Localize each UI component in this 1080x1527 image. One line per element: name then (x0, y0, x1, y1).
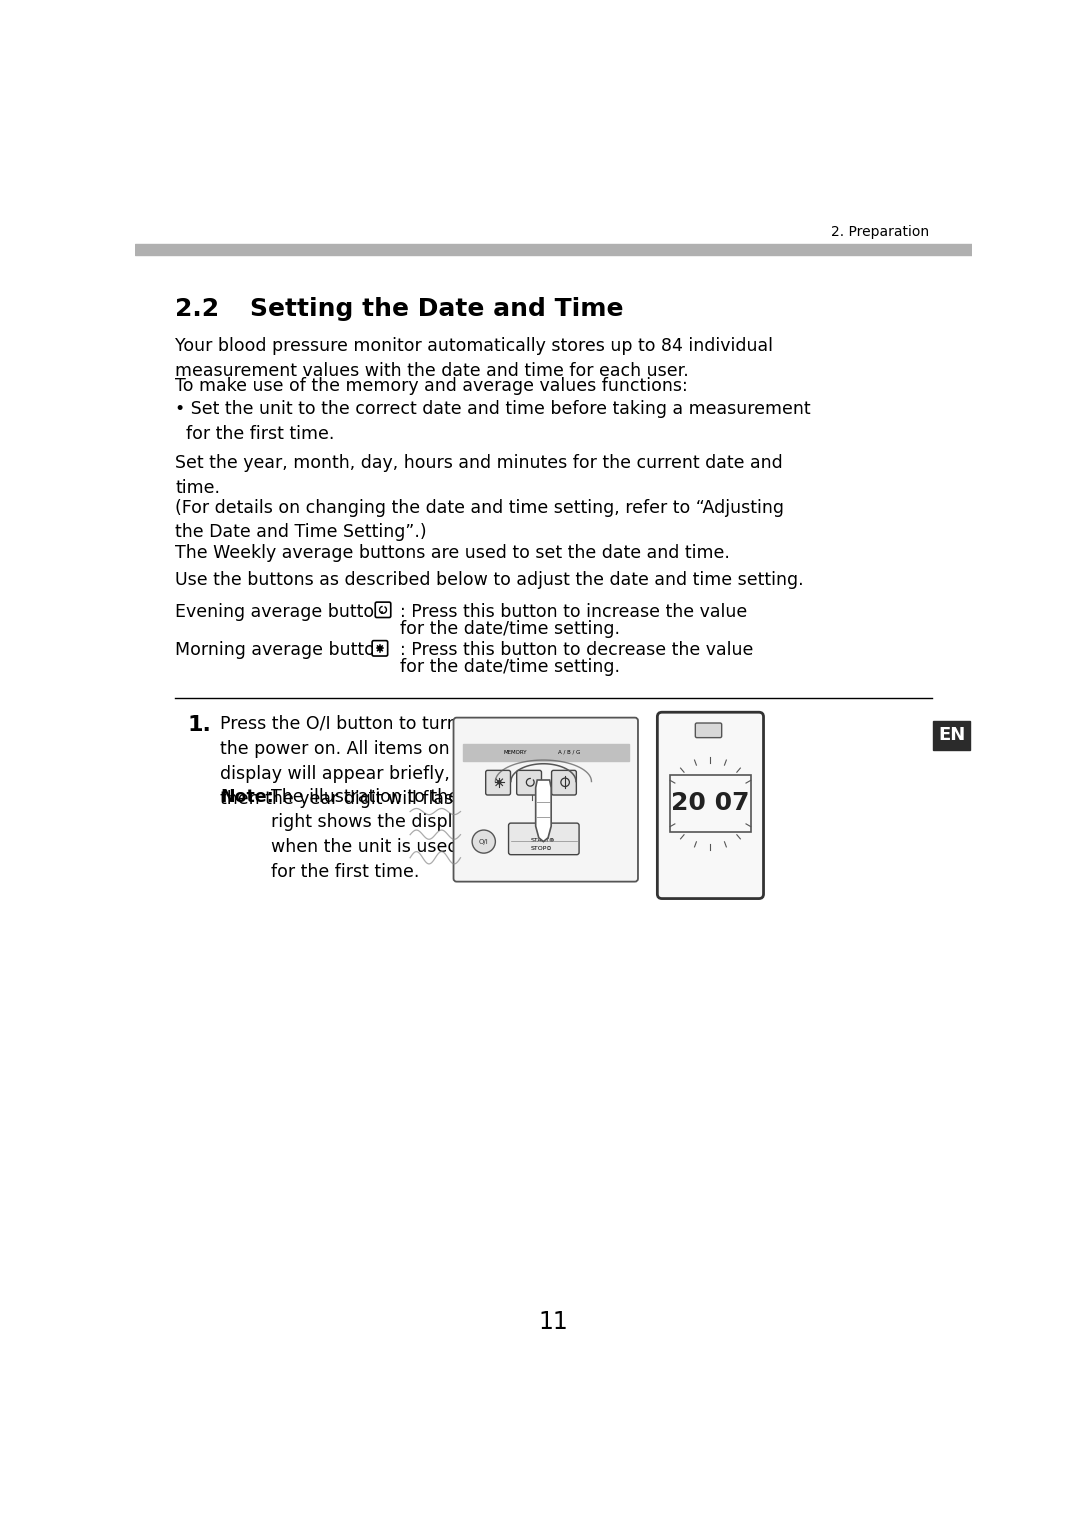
Text: Evening average button: Evening average button (175, 603, 386, 621)
Text: Setting the Date and Time: Setting the Date and Time (249, 298, 623, 321)
Text: for the date/time setting.: for the date/time setting. (400, 620, 620, 638)
Text: 20 07: 20 07 (671, 791, 750, 815)
Text: • Set the unit to the correct date and time before taking a measurement
  for th: • Set the unit to the correct date and t… (175, 400, 811, 443)
FancyBboxPatch shape (375, 602, 391, 617)
Text: MEMORY: MEMORY (503, 750, 527, 754)
FancyBboxPatch shape (516, 770, 541, 796)
Text: To make use of the memory and average values functions:: To make use of the memory and average va… (175, 377, 688, 395)
FancyBboxPatch shape (696, 722, 721, 738)
Text: Note:: Note: (220, 788, 274, 806)
Text: 2.2: 2.2 (175, 298, 219, 321)
Text: START⊗: START⊗ (530, 838, 555, 843)
Text: : Press this button to increase the value: : Press this button to increase the valu… (400, 603, 747, 621)
FancyBboxPatch shape (486, 770, 511, 796)
Text: Morning average button: Morning average button (175, 641, 387, 660)
Circle shape (498, 780, 501, 783)
Text: 11: 11 (539, 1310, 568, 1335)
Bar (463, 744, 629, 760)
Text: A / B / G: A / B / G (557, 750, 580, 754)
Text: (For details on changing the date and time setting, refer to “Adjusting
the Date: (For details on changing the date and ti… (175, 499, 784, 541)
Text: Your blood pressure monitor automatically stores up to 84 individual
measurement: Your blood pressure monitor automaticall… (175, 337, 773, 380)
Text: : Press this button to decrease the value: : Press this button to decrease the valu… (400, 641, 754, 660)
Circle shape (378, 646, 382, 651)
Text: Use the buttons as described below to adjust the date and time setting.: Use the buttons as described below to ad… (175, 571, 804, 589)
Text: 1.: 1. (188, 715, 212, 734)
FancyBboxPatch shape (509, 823, 579, 855)
FancyBboxPatch shape (670, 774, 751, 832)
Polygon shape (536, 780, 551, 841)
Text: Press the O/I button to turn
the power on. All items on the
display will appear : Press the O/I button to turn the power o… (220, 715, 484, 808)
Text: STOP⊙: STOP⊙ (530, 846, 552, 851)
FancyBboxPatch shape (373, 641, 388, 657)
FancyBboxPatch shape (658, 712, 764, 898)
FancyBboxPatch shape (552, 770, 577, 796)
Bar (933, 721, 971, 750)
Text: for the date/time setting.: for the date/time setting. (400, 658, 620, 676)
FancyBboxPatch shape (454, 718, 638, 881)
Bar (135, 244, 972, 255)
Text: O/I: O/I (478, 838, 488, 844)
Text: The Weekly average buttons are used to set the date and time.: The Weekly average buttons are used to s… (175, 544, 730, 562)
Text: 2. Preparation: 2. Preparation (832, 226, 930, 240)
Text: Set the year, month, day, hours and minutes for the current date and
time.: Set the year, month, day, hours and minu… (175, 454, 783, 496)
Text: The illustration to the
right shows the display
when the unit is used
for the fi: The illustration to the right shows the … (271, 788, 473, 881)
Text: EN: EN (939, 727, 966, 744)
Circle shape (472, 831, 496, 854)
